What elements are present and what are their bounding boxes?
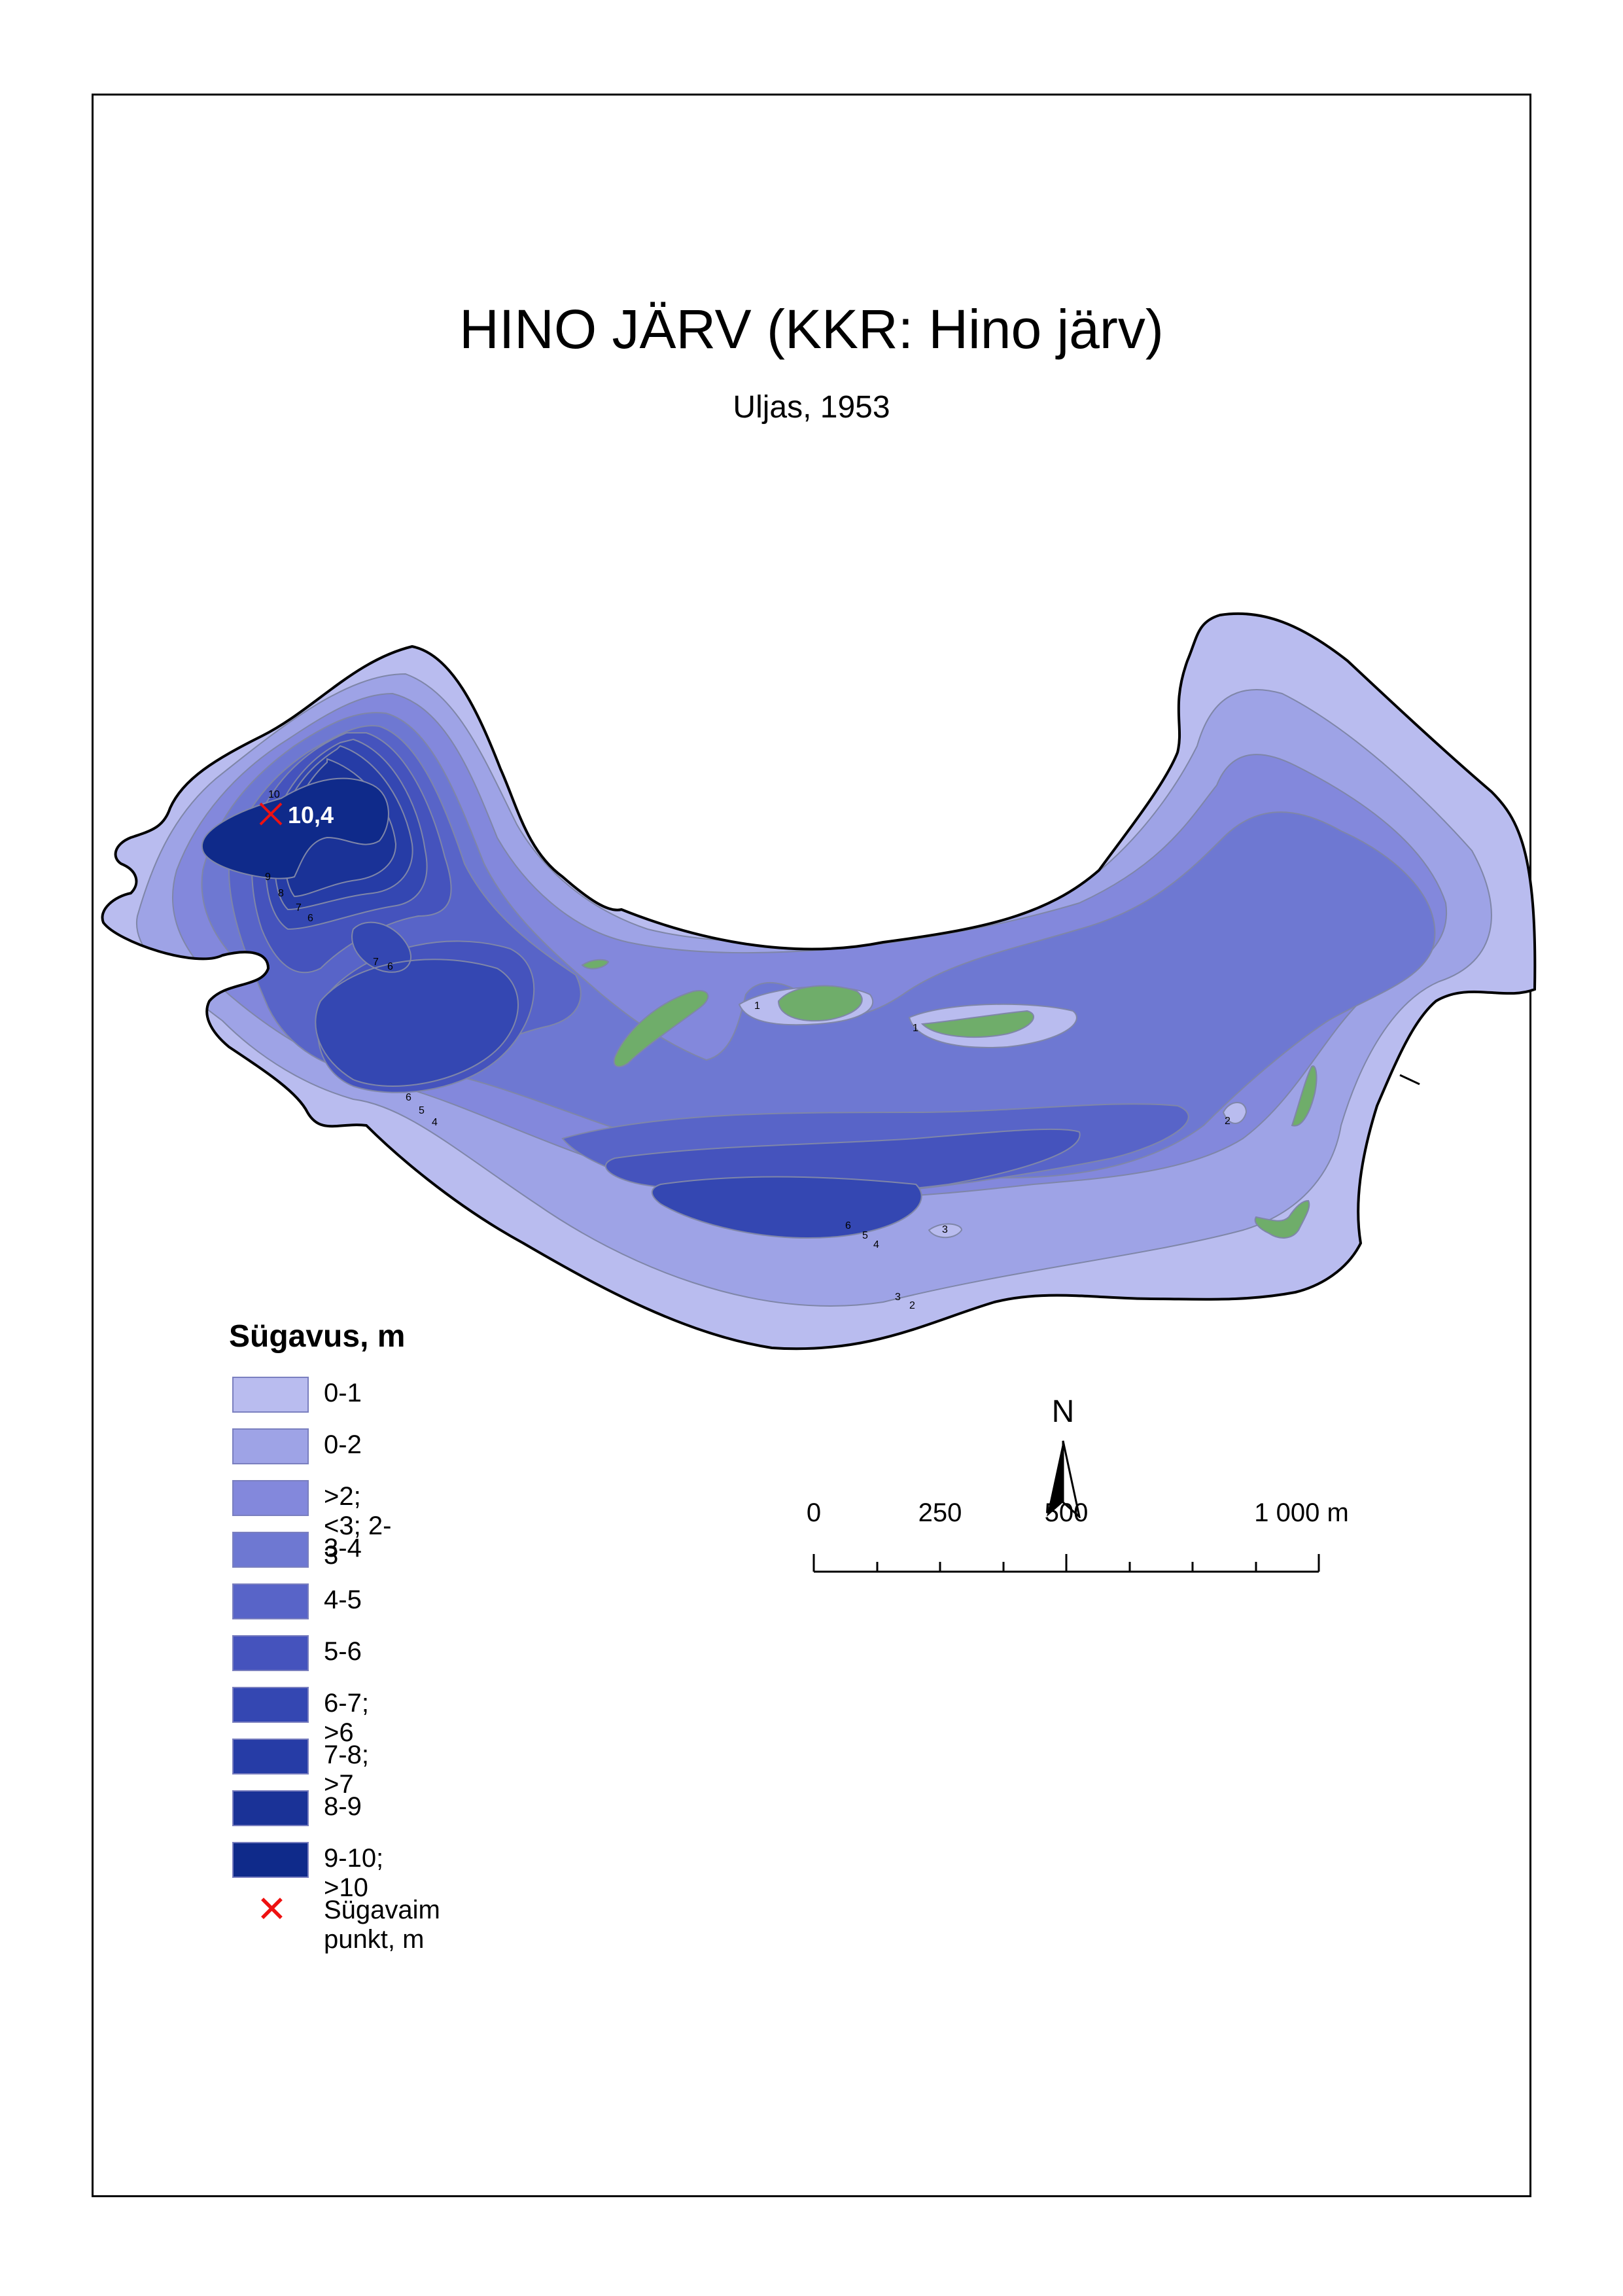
- deepest-point: 10,4: [259, 802, 334, 828]
- deepest-point-cross-icon: ✕: [256, 1888, 287, 1930]
- contour-label: 2: [1225, 1116, 1230, 1127]
- legend-label: 7-8; >7: [324, 1740, 369, 1799]
- legend-label: 8-9: [324, 1792, 362, 1821]
- contour-label: 2: [909, 1300, 915, 1311]
- legend-label: 4-5: [324, 1585, 362, 1614]
- island: [613, 990, 709, 1068]
- north-arrow: N: [1034, 1394, 1092, 1518]
- legend-item: 3-4: [229, 1532, 405, 1583]
- legend-label: 9-10; >10: [324, 1844, 384, 1902]
- contour-label: 7: [373, 957, 379, 968]
- legend-swatch: [232, 1635, 309, 1671]
- island: [920, 1010, 1034, 1038]
- contour-label: 6: [406, 1092, 411, 1103]
- islands: [581, 959, 1318, 1239]
- legend-item: >2; <3; 2-3: [229, 1480, 405, 1570]
- legend-label: 0-2: [324, 1430, 362, 1459]
- lake-shoreline: [101, 612, 1537, 1351]
- deepest-point-label: 10,4: [288, 802, 334, 828]
- legend-swatch: [232, 1842, 309, 1878]
- legend-swatch: [232, 1790, 309, 1826]
- contour-label: 5: [419, 1105, 425, 1116]
- scale-label: 0: [806, 1498, 822, 1527]
- map-subtitle: Uljas, 1953: [733, 390, 890, 425]
- island: [581, 959, 610, 970]
- depth-contour-labels: 10 9 8 7 6 7 6 6 5 4 1 1 2 6 5 4 3 3 2: [265, 789, 1230, 1311]
- scale-bar-graphic: [812, 1554, 1320, 1573]
- shore-feature: [1399, 1074, 1420, 1086]
- contour-label: 8: [278, 888, 284, 899]
- scale-bar: 0 250 500 1 000 m: [805, 1498, 1349, 1583]
- depth-legend: Sügavus, m 0-1 0-2 >2; <3; 2-3 3-4 4-5 5…: [229, 1318, 440, 1954]
- contour-label: 6: [307, 913, 313, 924]
- contour-label: 1: [754, 1000, 760, 1012]
- legend-label: >2; <3; 2-3: [324, 1482, 392, 1570]
- contour-label: 5: [862, 1230, 868, 1241]
- contour-label: 10: [268, 789, 280, 800]
- legend-title: Sügavus, m: [229, 1319, 406, 1354]
- contour-label: 9: [265, 872, 271, 883]
- contour-label: 1: [913, 1023, 918, 1034]
- legend-label: 5-6: [324, 1637, 362, 1666]
- legend-item: 9-10; >10: [229, 1842, 405, 1902]
- legend-item: 6-7; >6: [229, 1687, 405, 1747]
- contour-label: 7: [296, 902, 302, 913]
- legend-swatch: [232, 1377, 309, 1413]
- deepest-point-marker: [259, 802, 283, 826]
- contour-label: 3: [942, 1224, 948, 1235]
- legend-label: 3-4: [324, 1534, 362, 1563]
- legend-item: 8-9: [229, 1790, 405, 1842]
- legend-swatch: [232, 1739, 309, 1775]
- legend-swatch: [232, 1480, 309, 1516]
- legend-item: 0-1: [229, 1377, 405, 1428]
- legend-marker-item: ✕ Sügavaim punkt, m: [229, 1890, 440, 1954]
- shoal-halo: [928, 1223, 963, 1239]
- legend-swatch: [232, 1532, 309, 1568]
- contour-label: 6: [387, 961, 393, 972]
- contour-label: 4: [432, 1117, 438, 1128]
- zone-9-10: [201, 777, 389, 879]
- scale-label: 1 000 m: [1254, 1498, 1349, 1527]
- legend-marker-label: Sügavaim punkt, m: [324, 1896, 440, 1954]
- legend-item: 5-6: [229, 1635, 405, 1687]
- legend-item: 4-5: [229, 1583, 405, 1635]
- north-letter: N: [1051, 1394, 1075, 1429]
- contour-label: 3: [895, 1292, 901, 1303]
- north-arrow-icon: [1047, 1440, 1081, 1518]
- island: [777, 985, 863, 1022]
- contour-label: 6: [845, 1220, 851, 1231]
- map-title: HINO JÄRV (KKR: Hino järv): [459, 298, 1164, 360]
- legend-item: 0-2: [229, 1428, 405, 1480]
- legend-swatch: [232, 1687, 309, 1723]
- legend-label: 0-1: [324, 1379, 362, 1407]
- map-frame: [92, 94, 1531, 2197]
- legend-label: 6-7; >6: [324, 1689, 369, 1747]
- scale-label: 500: [1044, 1498, 1089, 1527]
- island: [1254, 1199, 1310, 1239]
- scale-label: 250: [918, 1498, 962, 1527]
- legend-swatch: [232, 1583, 309, 1619]
- legend-item: 7-8; >7: [229, 1739, 405, 1799]
- island: [1291, 1065, 1318, 1127]
- contour-label: 4: [873, 1239, 879, 1250]
- shoal-halo: [1222, 1102, 1248, 1124]
- legend-swatch: [232, 1428, 309, 1464]
